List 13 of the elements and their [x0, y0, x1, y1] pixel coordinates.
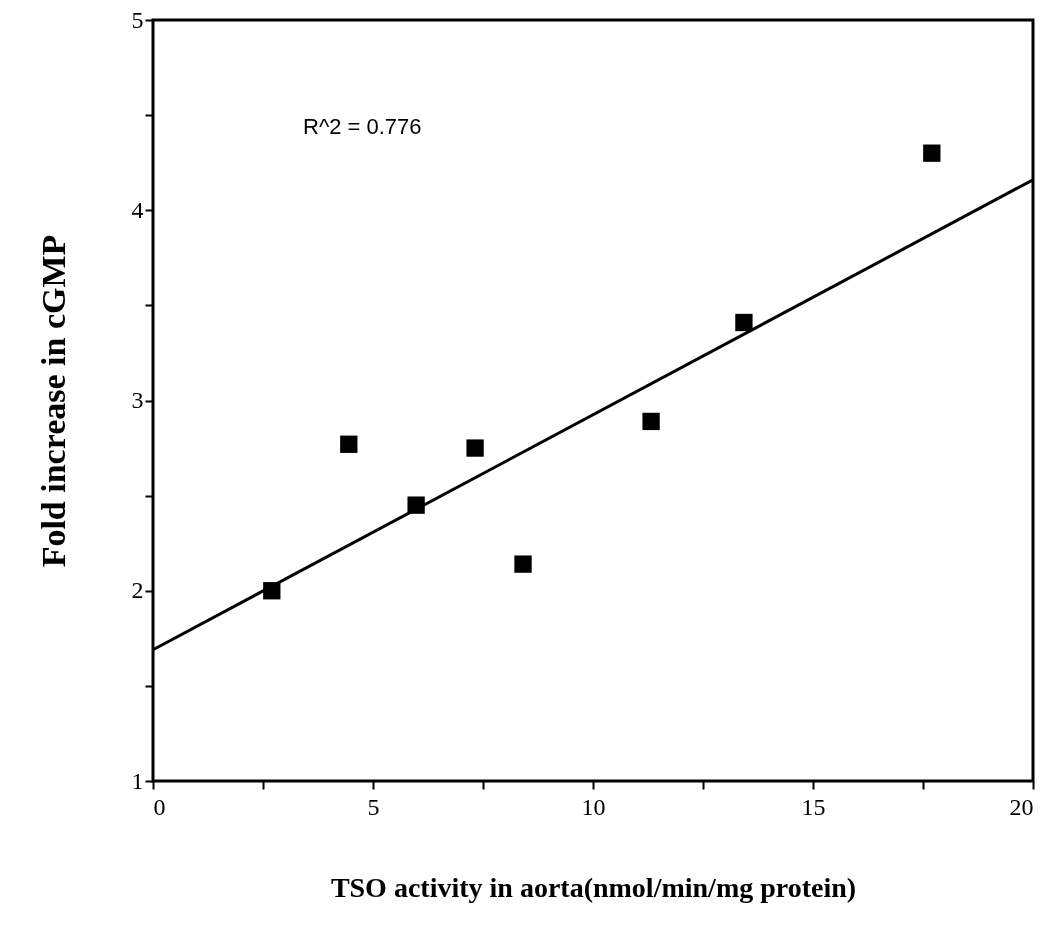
y-axis-title: Fold increase in cGMP [34, 234, 72, 568]
y-tick-label: 1 [131, 767, 144, 794]
x-tick-label: 15 [801, 793, 826, 820]
x-tick-label: 0 [153, 793, 166, 820]
x-axis-title: TSO activity in aorta(nmol/min/mg protein) [330, 871, 857, 903]
y-tick-label: 4 [131, 196, 144, 223]
y-tick-label: 3 [131, 387, 144, 413]
x-tick-label: 20 [1009, 793, 1034, 820]
x-tick-label: 10 [581, 793, 606, 820]
y-tick-label: 2 [131, 577, 144, 604]
annotation: R^2 = 0.776 [303, 114, 422, 139]
y-tick-label: 5 [131, 6, 144, 33]
x-tick-label: 5 [367, 793, 380, 820]
